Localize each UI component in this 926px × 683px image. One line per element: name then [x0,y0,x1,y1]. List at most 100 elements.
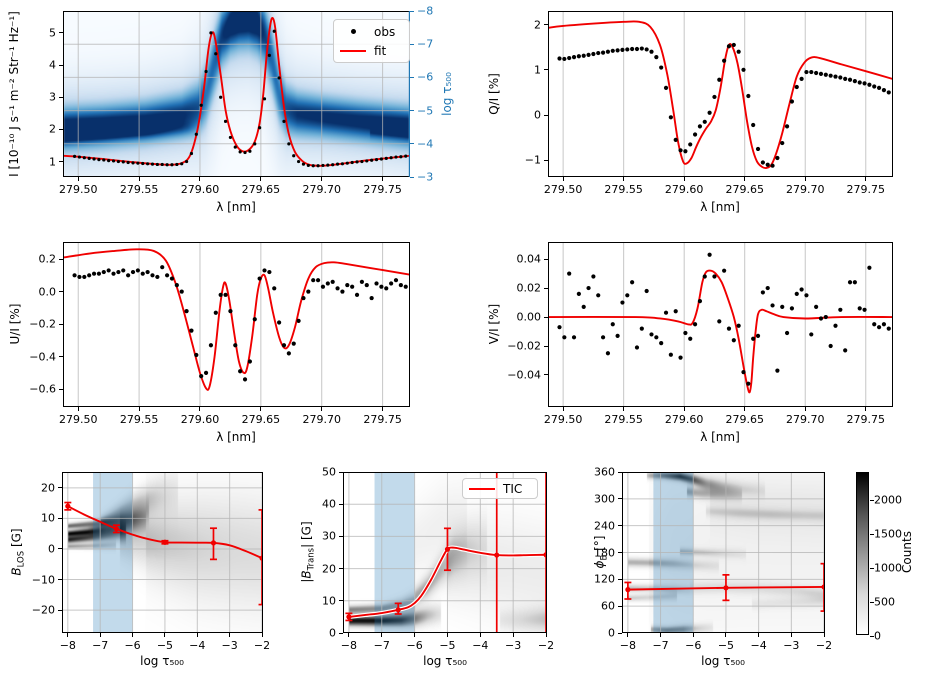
panel-stokes-q: 279.50 279.55 279.60 279.65 279.70 279.75 −1 0 1… [525,11,893,195]
tick-label-y: 2 [534,18,541,32]
y-tick [544,374,548,376]
legend-obs-label: obs [374,24,396,39]
tick-label-y: 300 [594,492,615,506]
tick-label-y: 50 [322,465,336,479]
y-tick [544,69,548,71]
legend-entry-tic: TIC [469,481,531,496]
x-tick [321,177,323,181]
plot-layer-blos [62,472,263,633]
tick-label-y: 3 [49,90,56,104]
tick-label-x: 279.65 [725,183,764,196]
x-tick [545,633,547,637]
tick-label-x: −6 [406,639,423,652]
plot-layer-btrans [343,472,547,633]
tick-label-y: 240 [594,519,615,533]
x-tick [260,177,262,181]
y-tick [339,471,343,473]
y-tick [59,291,63,293]
tick-label-y: −0.02 [507,339,541,353]
tick-label-x: 279.75 [846,183,886,196]
legend-entry-fit: fit [340,41,403,60]
colorbar-tick-label: 1000 [874,561,902,575]
tick-label-y: 0 [329,626,336,640]
tick-label-y: 60 [601,599,615,613]
tick-label-x: −2 [815,639,833,652]
tick-label-x: 279.65 [241,413,281,426]
y-tick [618,525,622,527]
xlabel-wave-2: λ [nm] [700,200,740,214]
tick-label-x: 279.65 [725,413,764,426]
tick-label-y2: −8 [417,4,434,18]
legend-entry-obs: obs [340,22,403,41]
tick-label-x: −7 [652,639,669,652]
tick-label-x: −4 [189,639,206,652]
tick-label-y: 0.02 [516,281,542,295]
tick-label-x: −2 [253,639,271,652]
tick-label-y: 30 [322,529,336,543]
colorbar-label: Counts [900,531,914,573]
tick-label-y2: −7 [417,37,434,51]
tick-label-x: 279.55 [119,413,159,426]
tick-label-x: 279.75 [846,413,886,426]
ylabel-logtau-right: log τ₅₀₀ [440,72,454,116]
tick-label-y: 20 [41,481,55,495]
y-tick [618,471,622,473]
y-tick [58,517,62,519]
legend-obs-fit: obs fit [333,19,410,63]
y-tick [59,96,63,98]
colorbar-tick [870,567,874,569]
tick-label-y: 1 [534,63,541,77]
plot-layer-phib [622,472,825,633]
tick-label-x: 279.70 [302,413,341,426]
tick-label-y: 360 [594,465,615,479]
y-tick [544,114,548,116]
panel-btrans: −8 −7 −6 −5 −4 −3 −2 0 10 20 30 40 50 [322,467,554,652]
y-tick [618,578,622,580]
y2-tick [410,43,414,45]
x-tick [382,177,384,181]
y-tick [59,258,63,260]
ylabel-u: U/I [%] [8,303,22,345]
tick-label-y: 0 [48,542,55,556]
panel-phib: −8 −7 −6 −5 −4 −3 −2 0 60 120 180 240 300 360 [594,467,832,652]
tick-label-y: 0.0 [38,285,57,299]
x-tick [199,407,201,411]
tick-label-y2: −5 [417,104,434,118]
tick-label-y: 4 [49,58,56,72]
tick-label-y2: −4 [417,137,434,151]
tick-label-y: −0.2 [29,317,56,331]
x-tick [348,633,350,637]
x-tick [758,633,760,637]
colorbar-tick [870,601,874,603]
tick-label-x: 279.50 [543,183,583,196]
colorbar-tick [870,499,874,501]
tick-label-y: −1 [524,153,541,167]
tick-label-x: 279.55 [604,183,643,196]
tick-label-x: 279.60 [664,413,704,426]
x-tick [67,633,69,637]
y2-tick [410,10,414,12]
y-tick [618,632,622,634]
panel-stokes-u: 279.50 279.55 279.60 279.65 279.70 279.75 0.2 0… [29,242,410,425]
plot-layer-stokes-v [548,242,893,407]
tick-label-x: 279.55 [604,413,643,426]
xlabel-wave-3: λ [nm] [216,430,256,444]
y-tick [58,548,62,550]
tick-label-x: −5 [717,639,735,652]
x-tick [479,633,481,637]
x-tick [382,407,384,411]
colorbar: 0 500 1000 1500 2000 [856,472,902,642]
tick-label-x: −6 [685,639,702,652]
obs-marker-icon [350,29,356,34]
tick-label-y2: −3 [417,170,434,184]
y-tick [544,258,548,260]
tick-label-x: −3 [221,639,238,652]
tick-label-y: 180 [594,546,615,559]
tick-label-y: 0 [608,626,615,640]
tick-label-x: −6 [124,639,141,652]
y2-tick [410,110,414,112]
tick-label-y: −0.4 [29,350,56,364]
ylabel-intensity: I [10⁻¹⁰ J s⁻¹ m⁻² Str⁻¹ Hz⁻¹] [7,11,21,177]
fit-line-icon [340,49,366,52]
